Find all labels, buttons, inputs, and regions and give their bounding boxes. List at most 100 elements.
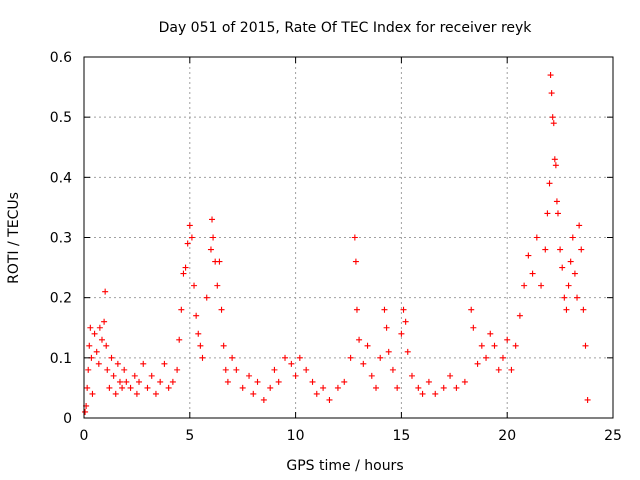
data-point — [309, 378, 316, 385]
data-point — [425, 378, 432, 385]
data-point — [127, 384, 134, 391]
data-point — [199, 354, 206, 361]
data-point — [95, 360, 102, 367]
data-point — [271, 366, 278, 373]
data-point — [356, 336, 363, 343]
data-point — [89, 390, 96, 397]
data-point — [174, 366, 181, 373]
data-point — [504, 336, 511, 343]
data-point — [432, 390, 439, 397]
data-point — [554, 210, 561, 217]
data-point — [112, 390, 119, 397]
data-point — [368, 372, 375, 379]
data-point — [364, 342, 371, 349]
data-point — [184, 240, 191, 247]
data-point — [419, 390, 426, 397]
data-point — [353, 306, 360, 313]
data-point — [110, 372, 117, 379]
x-tick-label: 20 — [498, 428, 516, 444]
data-point — [288, 360, 295, 367]
data-point — [453, 384, 460, 391]
y-tick-label: 0.3 — [50, 231, 72, 247]
axes: 0 5 10 15 20 25 0 0.1 0.2 0.3 0.4 0.5 0.6 — [50, 50, 622, 444]
data-point — [161, 360, 168, 367]
data-point — [320, 384, 327, 391]
data-point — [292, 372, 299, 379]
data-point — [84, 384, 91, 391]
data-point — [584, 396, 591, 403]
data-point — [565, 282, 572, 289]
data-point — [152, 390, 159, 397]
data-point — [582, 342, 589, 349]
data-point — [557, 246, 564, 253]
data-point — [483, 354, 490, 361]
data-point — [574, 294, 581, 301]
data-point — [93, 348, 100, 355]
x-tick-label: 5 — [185, 428, 194, 444]
data-point — [218, 306, 225, 313]
data-point — [87, 324, 94, 331]
data-point — [106, 384, 113, 391]
data-point — [499, 354, 506, 361]
y-tick-label: 0.1 — [50, 351, 72, 367]
data-point — [400, 306, 407, 313]
data-point — [86, 342, 93, 349]
data-point — [550, 120, 557, 127]
data-point — [408, 372, 415, 379]
data-point — [549, 114, 556, 121]
data-point — [148, 372, 155, 379]
data-point — [180, 270, 187, 277]
data-point — [415, 384, 422, 391]
data-point — [82, 408, 89, 415]
y-tick-label: 0.5 — [50, 110, 72, 126]
data-point — [254, 378, 261, 385]
data-point — [352, 258, 359, 265]
data-point — [470, 324, 477, 331]
data-point — [525, 252, 532, 259]
data-point — [440, 384, 447, 391]
data-point — [114, 360, 121, 367]
data-point — [546, 180, 553, 187]
data-point — [512, 342, 519, 349]
data-point — [326, 396, 333, 403]
x-tick-label: 0 — [80, 428, 89, 444]
data-point — [553, 198, 560, 205]
grid — [84, 57, 613, 418]
data-point — [136, 378, 143, 385]
data-point — [191, 282, 198, 289]
data-point — [207, 246, 214, 253]
data-point — [377, 354, 384, 361]
data-point — [381, 306, 388, 313]
data-point — [559, 264, 566, 271]
data-point — [102, 288, 109, 295]
data-point — [487, 330, 494, 337]
data-point — [533, 234, 540, 241]
data-point — [282, 354, 289, 361]
data-point — [121, 366, 128, 373]
x-tick-label: 15 — [392, 428, 410, 444]
data-point — [551, 156, 558, 163]
data-point — [334, 384, 341, 391]
data-point — [210, 234, 217, 241]
data-point — [373, 384, 380, 391]
data-point — [119, 384, 126, 391]
data-point — [303, 366, 310, 373]
data-point — [131, 372, 138, 379]
data-point — [447, 372, 454, 379]
data-point — [580, 306, 587, 313]
data-point — [567, 258, 574, 265]
data-point — [209, 216, 216, 223]
data-point — [516, 312, 523, 319]
data-point — [260, 396, 267, 403]
y-axis-label: ROTI / TECUs — [6, 192, 22, 284]
data-point — [267, 384, 274, 391]
data-point — [468, 306, 475, 313]
data-point — [389, 366, 396, 373]
data-point — [398, 330, 405, 337]
data-point — [347, 354, 354, 361]
data-point — [144, 384, 151, 391]
data-point — [341, 378, 348, 385]
data-point — [296, 354, 303, 361]
data-point — [569, 234, 576, 241]
data-point — [576, 222, 583, 229]
